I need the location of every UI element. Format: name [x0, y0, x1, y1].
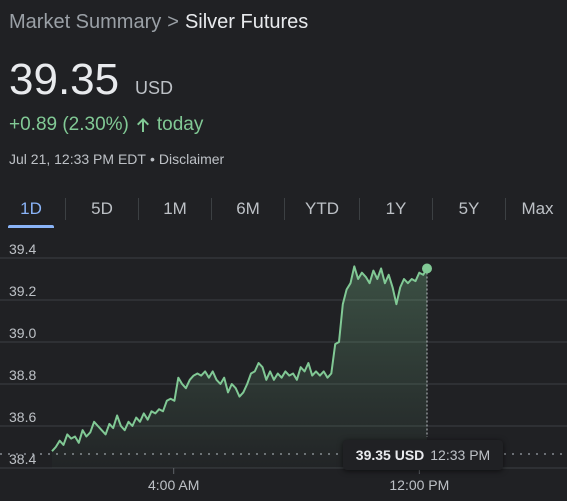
y-tick-label: 38.8 [9, 367, 36, 383]
tab-divider [211, 198, 212, 220]
price-change: +0.89 (2.30%) today [9, 114, 203, 136]
quote-timestamp: Jul 21, 12:33 PM EDT [9, 151, 146, 167]
tooltip-price: 39.35 USD [355, 447, 425, 463]
tab-5d[interactable]: 5D [91, 199, 113, 218]
tab-1d[interactable]: 1D [0, 190, 62, 230]
breadcrumb: Market Summary > Silver Futures [9, 11, 308, 34]
tab-divider [65, 198, 66, 220]
price-line [51, 265, 428, 452]
price-tooltip: 39.35 USD 12:33 PM [343, 440, 503, 470]
tab-divider [138, 198, 139, 220]
y-tick-label: 39.4 [9, 241, 36, 257]
range-tabs: 1D 5D 1M 6M YTD 1Y 5Y Max [0, 190, 567, 230]
y-tick-label: 38.4 [9, 451, 36, 467]
price-chart[interactable]: 39.4 39.2 39.0 38.8 38.6 38.4 4:00 AM 12:00 PM [0, 232, 567, 501]
tab-divider [432, 198, 433, 220]
disclaimer-link[interactable]: Disclaimer [158, 151, 225, 167]
breadcrumb-current: Silver Futures [184, 11, 309, 33]
tab-divider [284, 198, 285, 220]
y-tick-label: 38.6 [9, 409, 36, 425]
change-period: today [156, 114, 204, 135]
price-area [52, 266, 427, 468]
tab-6m[interactable]: 6M [236, 199, 260, 218]
arrow-up-icon [135, 116, 151, 134]
tab-ytd[interactable]: YTD [305, 199, 339, 218]
x-tick-label: 12:00 PM [389, 477, 449, 493]
tab-divider [505, 198, 506, 220]
breadcrumb-separator: > [167, 11, 179, 33]
breadcrumb-parent-link[interactable]: Market Summary [9, 11, 162, 33]
change-value: +0.89 (2.30%) [9, 114, 129, 135]
y-tick-label: 39.0 [9, 325, 36, 341]
current-price: 39.35 [9, 55, 120, 104]
current-point-marker [422, 263, 432, 274]
tab-max[interactable]: Max [521, 199, 554, 218]
quote-meta: Jul 21, 12:33 PM EDT • Disclaimer [9, 151, 224, 167]
meta-separator: • [149, 151, 155, 167]
y-tick-label: 39.2 [9, 283, 36, 299]
currency-label: USD [135, 78, 174, 98]
tab-5y[interactable]: 5Y [458, 199, 480, 218]
tab-1y[interactable]: 1Y [385, 199, 407, 218]
tab-1m[interactable]: 1M [163, 199, 187, 218]
tab-divider [359, 198, 360, 220]
tooltip-time: 12:33 PM [430, 447, 491, 463]
x-tick-label: 4:00 AM [148, 477, 199, 493]
